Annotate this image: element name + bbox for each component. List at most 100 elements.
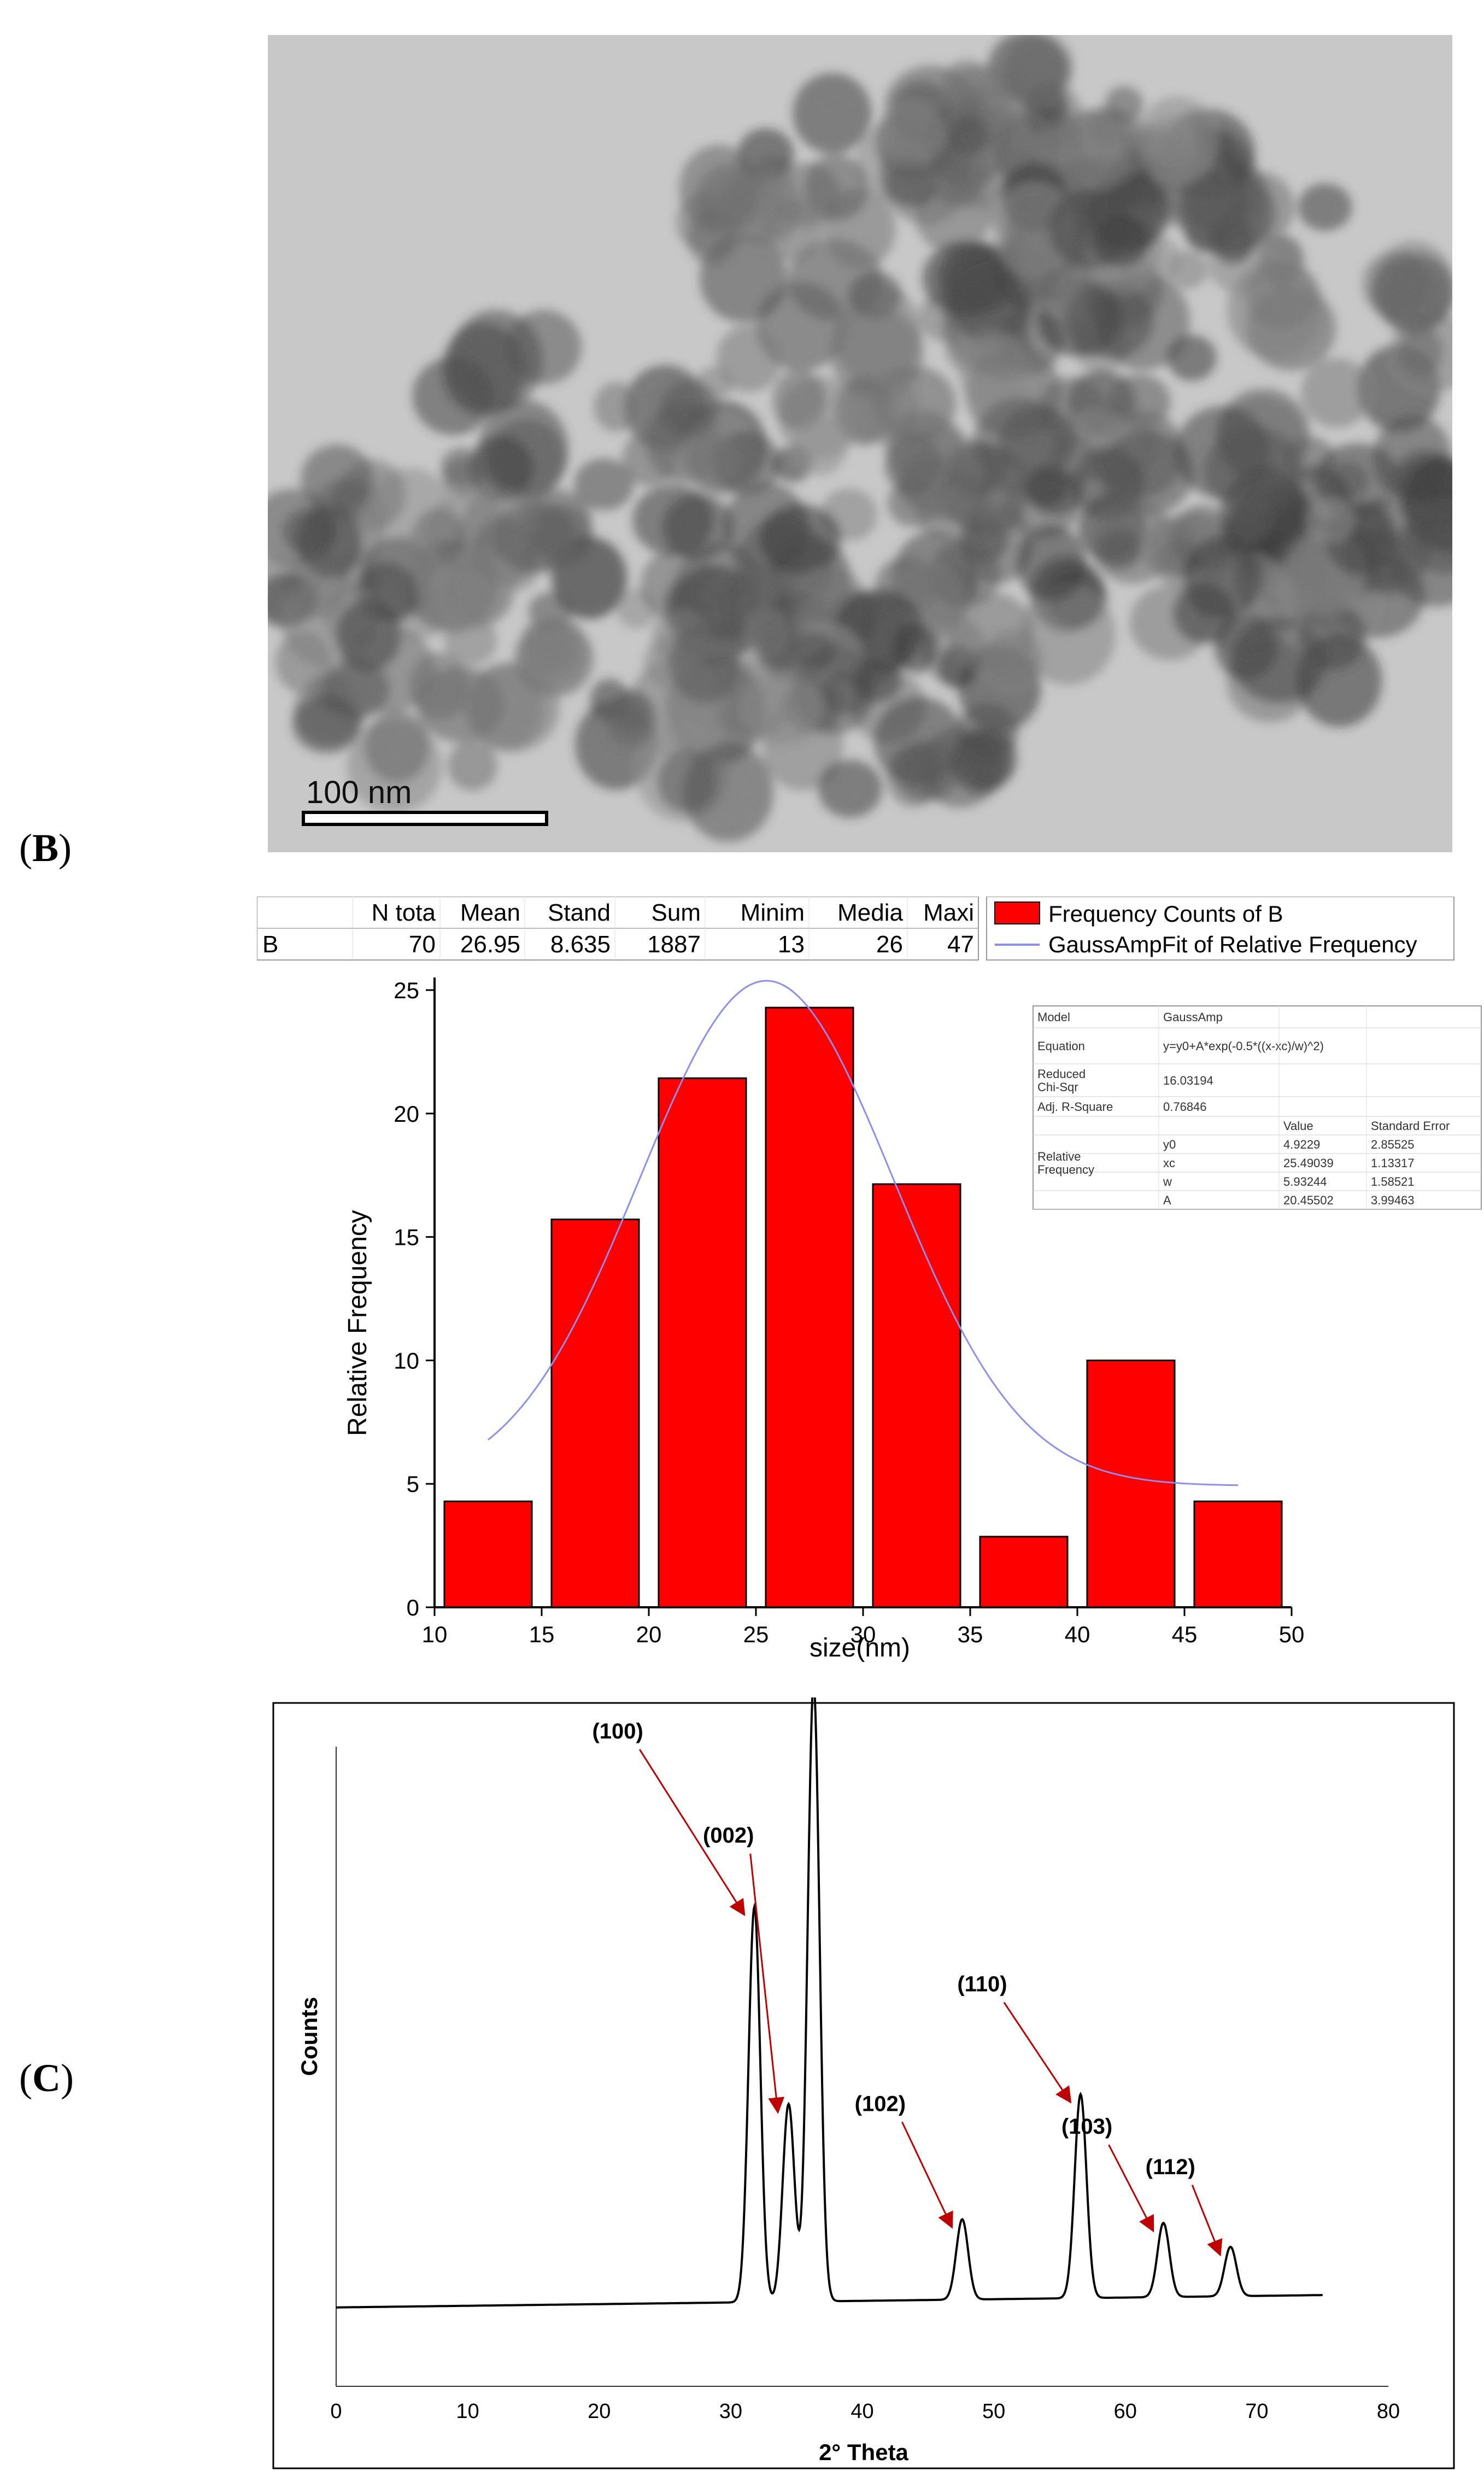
- stats-value-cell: 70: [409, 931, 436, 958]
- stats-value-cell: B: [262, 931, 278, 958]
- stats-table: N tota Mean Stand Sum Minim Media Maxi B 70 26.95…: [257, 897, 979, 961]
- peak-label: (110): [957, 1972, 1007, 1997]
- xrd-x-tick-label: 50: [982, 2400, 1005, 2423]
- x-tick-label: 30: [850, 1621, 876, 1647]
- stats-value-cell: 26: [876, 931, 903, 958]
- peak-arrow: [638, 1749, 746, 1916]
- scale-bar-label: 100 nm: [306, 775, 412, 810]
- histogram-bar: [443, 1500, 533, 1608]
- stats-value-cell: 47: [947, 931, 974, 958]
- fit-table-cell: Model: [1037, 1010, 1070, 1024]
- fit-table-cell: y=y0+A*exp(-0.5*((x-xc)/w)^2): [1163, 1039, 1324, 1053]
- xrd-x-tick-label: 40: [850, 2400, 873, 2423]
- peak-label: (103): [1061, 2115, 1112, 2139]
- peak-label: (100): [592, 1719, 643, 1743]
- y-tick-label: 5: [407, 1471, 419, 1497]
- x-tick-label: 10: [422, 1621, 448, 1647]
- xrd-outer-frame: [272, 1702, 1455, 2469]
- fit-table-cell: 16.03194: [1163, 1074, 1213, 1087]
- histogram-bar: [550, 1219, 640, 1608]
- legend-bar-swatch: [994, 901, 1040, 924]
- fit-table-cell: 4.9229: [1283, 1138, 1320, 1151]
- histogram-bar: [658, 1077, 747, 1608]
- fit-table-cell: 2.85525: [1371, 1138, 1415, 1151]
- fit-table-cell: 25.49039: [1283, 1156, 1334, 1170]
- stats-header-cell: Maxi: [923, 899, 974, 926]
- fit-table-cell: A: [1163, 1193, 1171, 1207]
- y-tick-label: 25: [394, 977, 419, 1003]
- xrd-x-tick-label: 10: [456, 2400, 479, 2423]
- x-tick-label: 40: [1065, 1621, 1090, 1647]
- fit-table-cell: Chi-Sqr: [1037, 1080, 1078, 1094]
- histogram-chart: N tota Mean Stand Sum Minim Media Maxi B 70 26.95…: [257, 897, 1482, 1662]
- fit-table-cell: 20.45502: [1283, 1193, 1334, 1207]
- fit-table-cell: Value: [1283, 1119, 1313, 1133]
- fit-table-cell: 3.99463: [1371, 1193, 1415, 1207]
- legend-bar-label: Frequency Counts of B: [1048, 901, 1283, 927]
- fit-table: Model GaussAmp Equation y=y0+A*exp(-0.5*((x…: [1033, 1005, 1482, 1210]
- xrd-x-tick-label: 80: [1377, 2400, 1400, 2423]
- xrd-x-tick-label: 60: [1114, 2400, 1137, 2423]
- legend: Frequency Counts of B GaussAmpFit of Rela…: [986, 897, 1454, 961]
- fit-table-cell: Relative: [1037, 1150, 1081, 1163]
- fit-table-cell: 1.13317: [1371, 1156, 1415, 1170]
- panel-label-b: (B): [19, 826, 72, 870]
- fit-curve: [488, 980, 1239, 1486]
- stats-header-cell: Minim: [741, 899, 805, 926]
- stats-header-cell: N tota: [372, 899, 436, 926]
- fit-table-cell: 0.76846: [1163, 1100, 1207, 1114]
- x-tick-label: 45: [1172, 1621, 1198, 1647]
- stats-value-cell: 13: [778, 931, 805, 958]
- histogram-bar: [979, 1536, 1069, 1608]
- xrd-axes: 0 10 20 30 40 50 60 70 80: [330, 1747, 1400, 2423]
- xrd-x-tick-label: 20: [588, 2400, 611, 2423]
- y-tick-label: 0: [407, 1595, 419, 1620]
- stats-value-cell: 1887: [647, 931, 701, 958]
- peak-arrow: [901, 2121, 953, 2229]
- fit-table-cell: 5.93244: [1283, 1175, 1327, 1189]
- y-tick-label: 10: [394, 1348, 419, 1373]
- xrd-x-axis-label: 2° Theta: [819, 2439, 908, 2465]
- x-tick-label: 25: [743, 1621, 769, 1647]
- stats-header-cell: Sum: [652, 899, 701, 926]
- panel-label-c: (C): [19, 2056, 74, 2100]
- fit-table-cell: w: [1163, 1175, 1172, 1189]
- x-tick-label: 50: [1279, 1621, 1305, 1647]
- stats-header-cell: Mean: [460, 899, 520, 926]
- fit-table-cell: Reduced: [1037, 1067, 1086, 1081]
- tem-micrograph: 100 nm: [268, 35, 1452, 852]
- legend-line-label: GaussAmpFit of Relative Frequency: [1048, 932, 1417, 957]
- xrd-x-tick-label: 30: [719, 2400, 742, 2423]
- peak-label: (112): [1146, 2155, 1195, 2179]
- stats-value-cell: 26.95: [460, 931, 520, 958]
- gauss-fit-line: [488, 980, 1239, 1486]
- histogram-bars: [443, 1006, 1283, 1608]
- hist-x-axis-label: size(nm): [810, 1634, 910, 1662]
- xrd-x-tick-label: 70: [1245, 2400, 1268, 2423]
- fit-table-cell: Frequency: [1037, 1163, 1094, 1176]
- peak-arrow: [1003, 2001, 1072, 2104]
- peak-arrow: [1191, 2185, 1223, 2257]
- stats-header-cell: Media: [837, 899, 903, 926]
- fit-table-cell: Standard Error: [1371, 1119, 1450, 1133]
- scale-bar: 100 nm: [302, 775, 548, 826]
- x-tick-label: 20: [636, 1621, 662, 1647]
- fit-table-cell: y0: [1163, 1138, 1176, 1151]
- histogram-bar: [1086, 1359, 1176, 1608]
- xrd-y-axis-label: Counts: [296, 1997, 322, 2076]
- fit-table-cell: Equation: [1037, 1039, 1085, 1053]
- xrd-line: [336, 1697, 1323, 2309]
- xrd-x-tick-label: 0: [330, 2400, 342, 2423]
- hist-y-axis-label: Relative Frequency: [343, 1210, 372, 1436]
- peak-label: (002): [703, 1824, 754, 1848]
- y-tick-label: 20: [394, 1101, 419, 1127]
- fit-table-cell: 1.58521: [1371, 1175, 1415, 1189]
- xrd-pattern: [336, 1697, 1323, 2309]
- peak-arrow: [749, 1853, 785, 2114]
- xrd-annotations: (100)(002)(101)(102)(110)(103)(112): [592, 1719, 1223, 2257]
- histogram-bar: [872, 1183, 961, 1608]
- x-tick-label: 35: [958, 1621, 983, 1647]
- fit-table-cell: Adj. R-Square: [1037, 1100, 1113, 1114]
- peak-label: (102): [855, 2092, 906, 2116]
